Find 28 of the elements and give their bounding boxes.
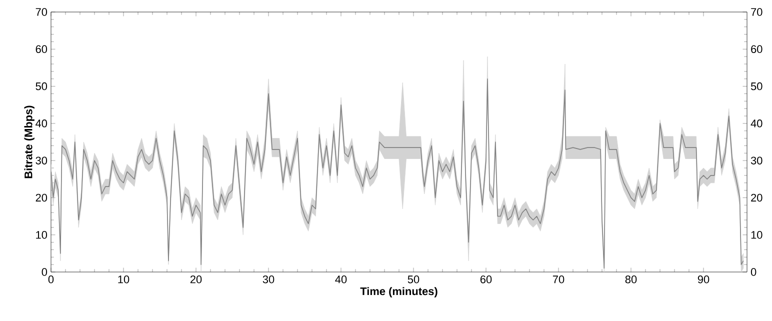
x-tick-label: 30 bbox=[262, 276, 274, 284]
y-axis-title: Bitrate (Mbps) bbox=[24, 106, 34, 178]
x-tick-label: 70 bbox=[552, 276, 564, 284]
x-tick-label: 80 bbox=[625, 276, 637, 284]
x-tick-label: 90 bbox=[698, 276, 710, 284]
x-tick-label: 20 bbox=[190, 276, 202, 284]
y2-tick-label: 0 bbox=[750, 268, 756, 276]
y2-tick-label: 40 bbox=[750, 120, 762, 128]
x-tick-label: 10 bbox=[118, 276, 130, 284]
y2-tick-label: 20 bbox=[751, 194, 762, 202]
y-tick-label: 70 bbox=[36, 8, 48, 16]
y-tick-label: 10 bbox=[36, 230, 48, 239]
y2-tick-label: 10 bbox=[751, 230, 762, 239]
x-tick-label: 0 bbox=[48, 276, 54, 284]
y-tick-label: 60 bbox=[36, 45, 48, 54]
y2-tick-label: 60 bbox=[751, 45, 762, 54]
y-tick-label: 40 bbox=[36, 120, 48, 128]
y2-tick-label: 50 bbox=[750, 82, 762, 90]
x-tick-label: 50 bbox=[408, 276, 420, 284]
y-tick-label: 0 bbox=[42, 268, 48, 276]
x-tick-label: 40 bbox=[335, 276, 347, 284]
y2-tick-label: 30 bbox=[750, 156, 762, 164]
y-tick-label: 50 bbox=[36, 82, 48, 90]
y-tick-label: 20 bbox=[36, 194, 48, 202]
x-axis-title: Time (minutes) bbox=[360, 287, 438, 298]
y-tick-label: 30 bbox=[36, 156, 48, 164]
x-tick-label: 60 bbox=[480, 276, 492, 284]
y2-tick-label: 70 bbox=[751, 8, 762, 16]
